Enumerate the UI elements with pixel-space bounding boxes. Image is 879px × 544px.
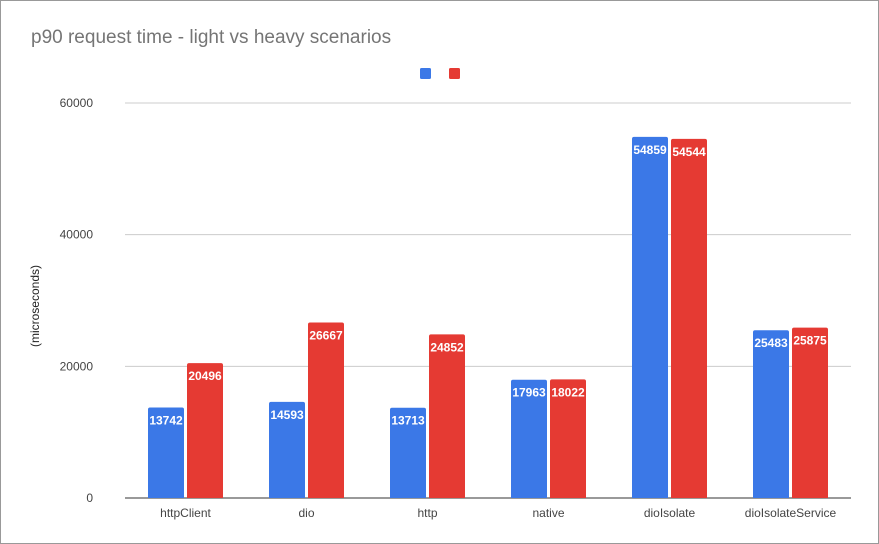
x-tick-label: httpClient bbox=[160, 506, 211, 520]
legend-swatch bbox=[420, 68, 431, 79]
x-tick-label: native bbox=[532, 506, 564, 520]
bar-data-label: 54544 bbox=[672, 145, 706, 159]
bar bbox=[269, 401, 305, 498]
bar-data-label: 54859 bbox=[633, 143, 667, 157]
legend-swatch bbox=[449, 68, 460, 79]
bar-data-label: 25483 bbox=[754, 336, 788, 350]
bar-data-label: 20496 bbox=[188, 369, 222, 383]
y-tick-label: 20000 bbox=[60, 359, 94, 373]
bar-data-label: 25875 bbox=[793, 334, 827, 348]
bar bbox=[511, 379, 547, 498]
y-axis-label: (microseconds) bbox=[28, 265, 42, 347]
bar-data-label: 24852 bbox=[430, 340, 464, 354]
bar-data-label: 26667 bbox=[309, 328, 343, 342]
y-tick-label: 60000 bbox=[60, 96, 94, 110]
y-tick-label: 0 bbox=[86, 491, 93, 505]
bar bbox=[390, 407, 426, 498]
bar bbox=[792, 327, 828, 498]
bar-data-label: 17963 bbox=[512, 386, 546, 400]
x-tick-label: dioIsolate bbox=[644, 506, 696, 520]
bar bbox=[550, 379, 586, 498]
x-tick-label: http bbox=[417, 506, 437, 520]
bar bbox=[308, 322, 344, 498]
bar bbox=[671, 138, 707, 498]
bar bbox=[632, 136, 668, 498]
y-tick-label: 40000 bbox=[60, 228, 94, 242]
bar bbox=[148, 407, 184, 498]
bar-data-label: 13742 bbox=[149, 414, 183, 428]
bar-data-label: 18022 bbox=[551, 385, 585, 399]
bar bbox=[187, 363, 223, 498]
bar-data-label: 13713 bbox=[391, 414, 425, 428]
x-tick-label: dioIsolateService bbox=[745, 506, 837, 520]
bar bbox=[429, 334, 465, 498]
chart-title: p90 request time - light vs heavy scenar… bbox=[31, 27, 392, 48]
bar-data-label: 14593 bbox=[270, 408, 304, 422]
x-tick-label: dio bbox=[298, 506, 314, 520]
bar bbox=[753, 330, 789, 498]
